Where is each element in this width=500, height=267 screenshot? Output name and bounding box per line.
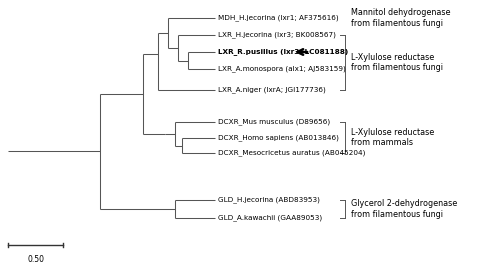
Text: LXR_A.niger (lxrA; JGI177736): LXR_A.niger (lxrA; JGI177736) bbox=[218, 87, 326, 93]
Text: MDH_H.jecorina (lxr1; AF375616): MDH_H.jecorina (lxr1; AF375616) bbox=[218, 15, 338, 21]
Text: GLD_H.jecorina (ABD83953): GLD_H.jecorina (ABD83953) bbox=[218, 197, 320, 203]
Text: Glycerol 2-dehydrogenase
from filamentous fungi: Glycerol 2-dehydrogenase from filamentou… bbox=[351, 199, 457, 219]
Text: LXR_A.monospora (alx1; AJ583159): LXR_A.monospora (alx1; AJ583159) bbox=[218, 66, 346, 72]
Text: GLD_A.kawachii (GAA89053): GLD_A.kawachii (GAA89053) bbox=[218, 215, 322, 221]
Text: DCXR_Mus musculus (D89656): DCXR_Mus musculus (D89656) bbox=[218, 119, 330, 125]
Text: DCXR_Homo sapiens (AB013846): DCXR_Homo sapiens (AB013846) bbox=[218, 135, 339, 141]
Text: Mannitol dehydrogenase
from filamentous fungi: Mannitol dehydrogenase from filamentous … bbox=[351, 8, 450, 28]
Text: LXR_H.jecorina (lxr3; BK008567): LXR_H.jecorina (lxr3; BK008567) bbox=[218, 32, 336, 38]
Text: L-Xylulose reductase
from filamentous fungi: L-Xylulose reductase from filamentous fu… bbox=[351, 53, 443, 72]
Text: DCXR_Mesocricetus auratus (AB045204): DCXR_Mesocricetus auratus (AB045204) bbox=[218, 150, 366, 156]
Text: LXR_R.pusillus (lxr3; LC081188): LXR_R.pusillus (lxr3; LC081188) bbox=[218, 49, 348, 56]
Text: L-Xylulose reductase
from mammals: L-Xylulose reductase from mammals bbox=[351, 128, 434, 147]
Text: 0.50: 0.50 bbox=[27, 255, 44, 264]
